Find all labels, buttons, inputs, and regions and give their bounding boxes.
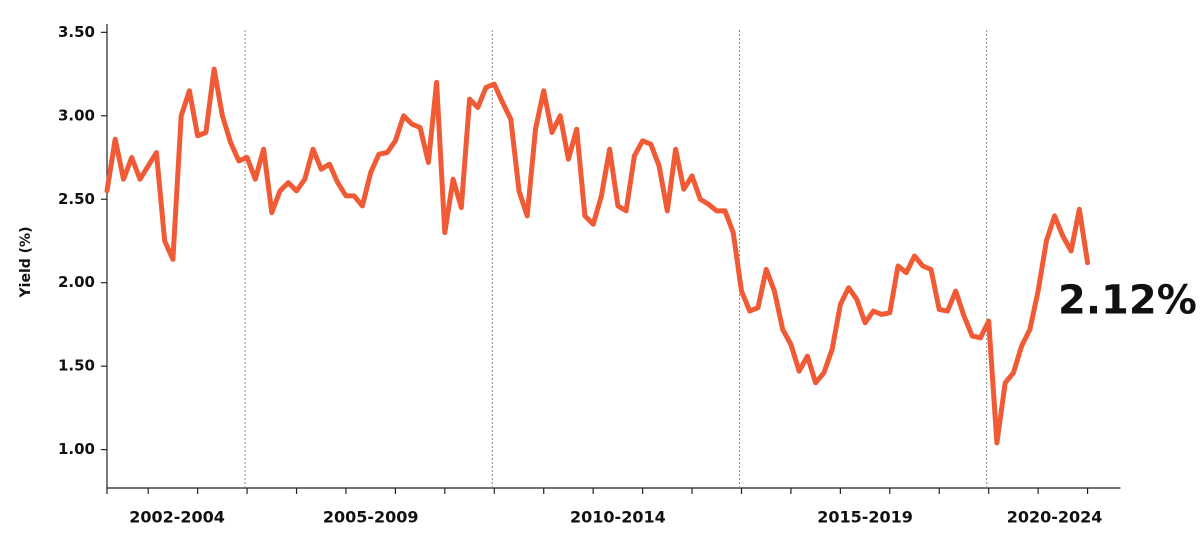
x-group-label: 2020-2024 (1007, 508, 1103, 527)
y-axis-label: Yield (%) (18, 227, 34, 299)
y-tick-label: 2.50 (58, 190, 95, 208)
x-group-label: 2010-2014 (570, 508, 666, 527)
x-group-label: 2002-2004 (129, 508, 225, 527)
y-tick-label: 1.00 (58, 440, 95, 458)
y-tick-label: 1.50 (58, 357, 95, 375)
y-tick-label: 3.00 (58, 106, 95, 124)
y-tick-label: 2.00 (58, 273, 95, 291)
end-value-label: 2.12% (1058, 278, 1197, 324)
y-tick-label: 3.50 (58, 23, 95, 41)
yield-line (104, 66, 1091, 446)
x-group-label: 2015-2019 (817, 508, 913, 527)
x-group-label: 2005-2009 (323, 508, 419, 527)
